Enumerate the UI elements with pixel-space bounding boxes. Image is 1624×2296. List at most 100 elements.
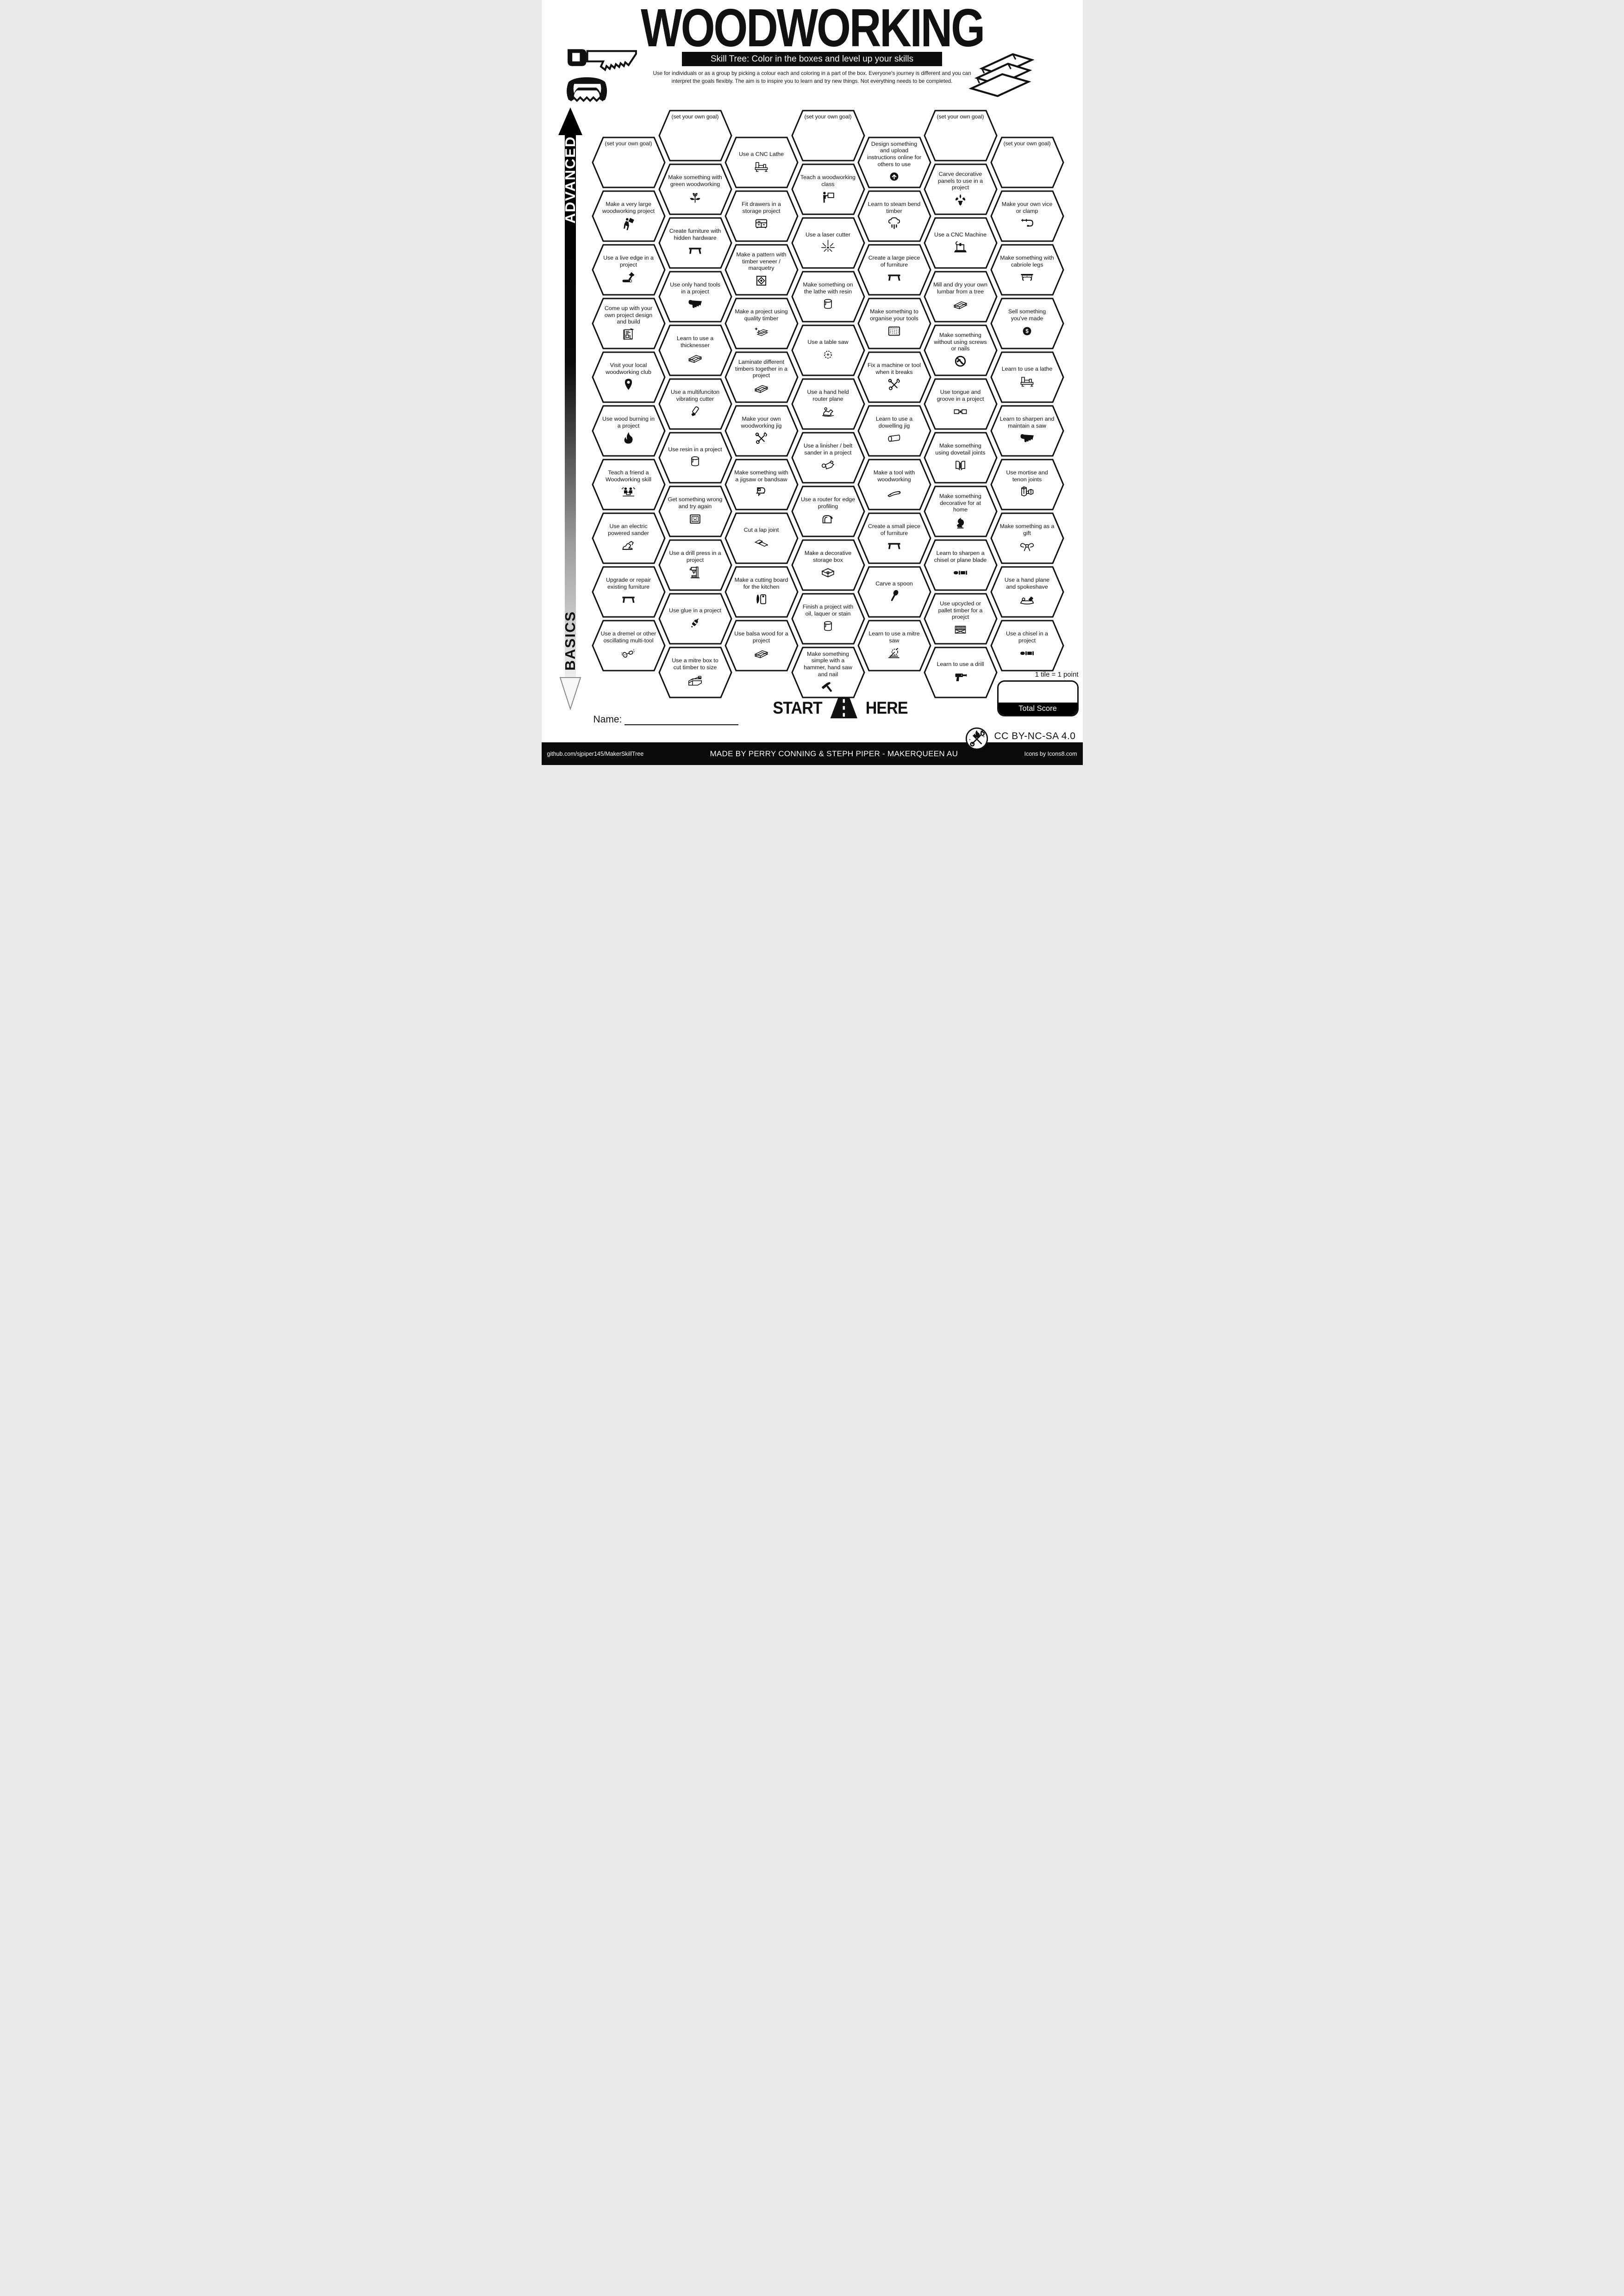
skill-hex[interactable]: Mill and dry your own lumbar from a tree	[923, 271, 998, 323]
skill-hex[interactable]: Laminate different timbers together in a…	[724, 351, 799, 403]
skill-label: Make something simple with a hammer, han…	[804, 650, 852, 678]
skill-hex[interactable]: Make something decorative for at home	[923, 485, 998, 537]
skill-hex[interactable]: Use balsa wood for a project	[724, 620, 799, 672]
skill-hex[interactable]: (set your own goal)	[591, 137, 666, 188]
skill-hex[interactable]: Create furniture with hidden hardware	[658, 217, 732, 269]
skill-hex[interactable]: Learn to use a drill	[923, 647, 998, 698]
skill-hex[interactable]: Make something without using screws or n…	[923, 324, 998, 376]
skill-hex[interactable]: Use resin in a project	[658, 432, 732, 484]
skill-hex[interactable]: Learn to steam bend timber	[857, 190, 931, 242]
skill-hex[interactable]: Make something using dovetail joints	[923, 432, 998, 484]
hexagon-outline	[658, 378, 732, 430]
skill-hex[interactable]: Get something wrong and try again	[658, 485, 732, 537]
skill-hex[interactable]: Carve decorative panels to use in a proj…	[923, 163, 998, 215]
saw-icon	[687, 297, 703, 312]
hexagon-outline	[591, 620, 666, 672]
skill-hex[interactable]: Use a laser cutter	[791, 217, 865, 269]
skill-hex[interactable]: Make a tool with woodworking	[857, 459, 931, 510]
skill-hex[interactable]: Use wood burning in a project	[591, 405, 666, 457]
total-score-box[interactable]: Total Score	[997, 680, 1079, 716]
skill-hex[interactable]: Make something with green woodworking	[658, 163, 732, 215]
c-clamp-icon	[1019, 216, 1035, 231]
skill-hex[interactable]: Make a project using quality timber	[724, 298, 799, 349]
skill-hex[interactable]: Create a small piece of furniture	[857, 512, 931, 564]
skill-hex[interactable]: Use only hand tools in a project	[658, 271, 732, 323]
skill-hex[interactable]: (set your own goal)	[791, 110, 865, 162]
skill-hex[interactable]: (set your own goal)	[923, 110, 998, 162]
skill-hex[interactable]: Use a mitre box to cut timber to size	[658, 647, 732, 698]
skill-hex[interactable]: Use a CNC Lathe	[724, 137, 799, 188]
start-here: START HERE	[770, 697, 909, 719]
skill-hex[interactable]: Make a very large woodworking project	[591, 190, 666, 242]
skill-hex[interactable]: Use glue in a project	[658, 593, 732, 645]
skill-label: Create a large piece of furniture	[868, 255, 920, 268]
skill-hex[interactable]: Carve a spoon	[857, 566, 931, 618]
skill-hex[interactable]: Upgrade or repair existing furniture	[591, 566, 666, 618]
skill-hex[interactable]: Use an electric powered sander	[591, 512, 666, 564]
skill-label: Use a drill press in a project	[669, 550, 721, 563]
skill-hex[interactable]: Use upcycled or pallet timber for a proe…	[923, 593, 998, 645]
skill-hex[interactable]: Use a router for edge profiling	[791, 485, 865, 537]
power-drill-icon	[952, 669, 968, 684]
skill-hex[interactable]: Use a hand held router plane	[791, 378, 865, 430]
skill-hex[interactable]: Use a dremel or other oscillating multi-…	[591, 620, 666, 672]
skill-hex[interactable]: Use a multifunciton vibrating cutter	[658, 378, 732, 430]
skill-hex[interactable]: Use a CNC Machine	[923, 217, 998, 269]
skill-hex[interactable]: Design something and upload instructions…	[857, 137, 931, 188]
hexagon-outline	[724, 351, 799, 403]
skill-label: Make something with cabriole legs	[1000, 255, 1054, 268]
skill-hex[interactable]: Make something on the lathe with resin	[791, 271, 865, 323]
skill-hex[interactable]: Use a drill press in a project	[658, 539, 732, 591]
skill-hex[interactable]: Use a chisel in a project	[990, 620, 1064, 672]
drawer-cabinet-icon	[753, 216, 769, 231]
dollar-icon	[1019, 324, 1035, 339]
skill-hex[interactable]: Visit your local woodworking club	[591, 351, 666, 403]
skill-hex[interactable]: (set your own goal)	[658, 110, 732, 162]
skill-hex[interactable]: Make a cutting board for the kitchen	[724, 566, 799, 618]
skill-hex[interactable]: Learn to use a mitre saw	[857, 620, 931, 672]
orbital-sander-icon	[620, 538, 637, 554]
skill-hex[interactable]: Fix a machine or tool when it breaks	[857, 351, 931, 403]
skill-hex[interactable]: Use a linisher / belt sander in a projec…	[791, 432, 865, 484]
boards-icon	[753, 646, 769, 661]
skill-hex[interactable]: Make something to organise your tools	[857, 298, 931, 349]
skill-hex[interactable]: Sell something you've made	[990, 298, 1064, 349]
skill-hex[interactable]: Cut a lap joint	[724, 512, 799, 564]
fleur-icon	[952, 193, 968, 208]
skill-hex[interactable]: (set your own goal)	[990, 137, 1064, 188]
skill-hex[interactable]: Learn to sharpen a chisel or plane blade	[923, 539, 998, 591]
skill-hex[interactable]: Create a large piece of furniture	[857, 244, 931, 296]
skill-label: Learn to use a drill	[937, 660, 984, 667]
skill-label: Make something with green woodworking	[668, 174, 722, 187]
skill-label: Learn to sharpen and maintain a saw	[999, 416, 1055, 429]
skill-hex[interactable]: Use a live edge in a project	[591, 244, 666, 296]
sad-frame-icon	[687, 511, 703, 527]
skill-hex[interactable]: Teach a woodworking class	[791, 163, 865, 215]
skill-hex[interactable]: Learn to use a lathe	[990, 351, 1064, 403]
skill-hex[interactable]: Make something simple with a hammer, han…	[791, 647, 865, 698]
hexagon-outline	[591, 298, 666, 349]
skill-hex[interactable]: Finish a project with oil, laquer or sta…	[791, 593, 865, 645]
carry-panel-icon	[620, 216, 637, 231]
skill-hex[interactable]: Come up with your own project design and…	[591, 298, 666, 349]
skill-hex[interactable]: Make something as a gift	[990, 512, 1064, 564]
skill-hex[interactable]: Make something with cabriole legs	[990, 244, 1064, 296]
pallet-icon	[952, 622, 968, 637]
skill-hex[interactable]: Learn to use a dowelling jig	[857, 405, 931, 457]
skill-hex[interactable]: Make something with a jigsaw or bandsaw	[724, 459, 799, 510]
skill-hex[interactable]: Learn to sharpen and maintain a saw	[990, 405, 1064, 457]
skill-hex[interactable]: Use tongue and groove in a project	[923, 378, 998, 430]
skill-hex[interactable]: Use a hand plane and spokeshave	[990, 566, 1064, 618]
skill-hex[interactable]: Teach a friend a Woodworking skill	[591, 459, 666, 510]
skill-hex[interactable]: Make a decorative storage box	[791, 539, 865, 591]
cabriole-icon	[1019, 270, 1035, 285]
skill-hex[interactable]: Fit drawers in a storage project	[724, 190, 799, 242]
skill-hex[interactable]: Make your own woodworking jig	[724, 405, 799, 457]
skill-hex[interactable]: Learn to use a thicknesser	[658, 324, 732, 376]
skill-hex[interactable]: Use mortise and tenon joints	[990, 459, 1064, 510]
skill-hex[interactable]: Make your own vice or clamp	[990, 190, 1064, 242]
skill-label: Make something as a gift	[999, 523, 1055, 536]
skill-hex[interactable]: Use a table saw	[791, 324, 865, 376]
name-line[interactable]	[625, 715, 739, 725]
skill-hex[interactable]: Make a pattern with timber veneer / marq…	[724, 244, 799, 296]
